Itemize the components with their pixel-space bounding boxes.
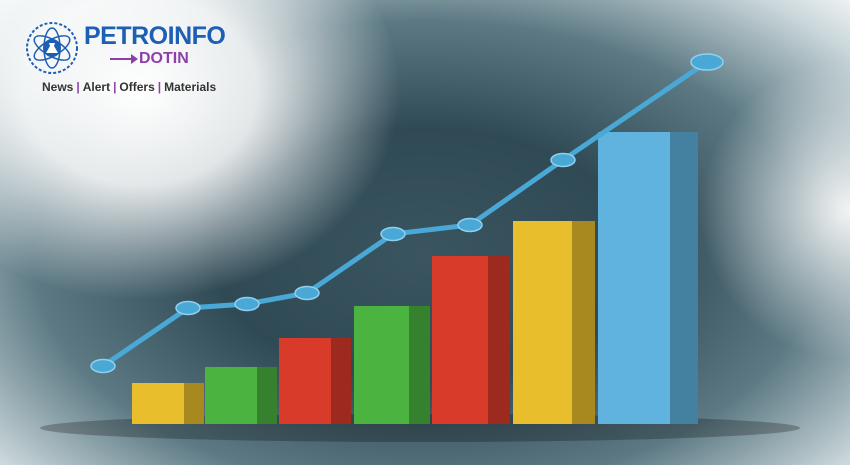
tagline-alert: Alert xyxy=(82,80,111,94)
tagline-news: News xyxy=(42,80,74,94)
trend-point xyxy=(380,226,406,242)
trend-point xyxy=(690,53,724,71)
bar-side xyxy=(488,256,510,424)
separator: | xyxy=(113,80,117,94)
brand-suffix: DOTIN xyxy=(139,50,189,67)
arrow-icon xyxy=(110,54,138,64)
trend-point xyxy=(234,296,260,312)
bar xyxy=(432,256,510,424)
trend-point xyxy=(457,217,483,233)
bar-side xyxy=(331,338,351,424)
bar-front xyxy=(354,306,409,424)
bar-side xyxy=(670,132,698,424)
bar xyxy=(513,221,595,424)
bar xyxy=(598,132,698,424)
trend-point xyxy=(294,285,320,301)
tagline-offers: Offers xyxy=(119,80,155,94)
bar-front xyxy=(432,256,488,424)
bar-side xyxy=(409,306,430,424)
bar-front xyxy=(513,221,572,424)
separator: | xyxy=(157,80,162,94)
logo[interactable]: PETROINFO DOTIN News | Alert | Offers | Materi… xyxy=(24,20,244,100)
trend-point xyxy=(175,300,201,316)
bar xyxy=(354,306,430,424)
tagline-materials: Materials xyxy=(164,80,217,94)
bar xyxy=(205,367,277,424)
bar-front xyxy=(598,132,670,424)
brand-name: PETROINFO xyxy=(84,22,226,50)
bar-side xyxy=(184,383,204,424)
tagline: News | Alert | Offers | Materials xyxy=(42,80,216,94)
bar-front xyxy=(205,367,257,424)
bar-side xyxy=(257,367,277,424)
separator: | xyxy=(76,80,80,94)
bar-side xyxy=(572,221,595,424)
trend-point xyxy=(90,358,116,374)
bar-front xyxy=(279,338,331,424)
bar-front xyxy=(132,383,184,424)
bar xyxy=(279,338,351,424)
trend-point xyxy=(550,152,576,168)
atom-logo-icon xyxy=(26,22,78,74)
bar xyxy=(132,383,204,424)
